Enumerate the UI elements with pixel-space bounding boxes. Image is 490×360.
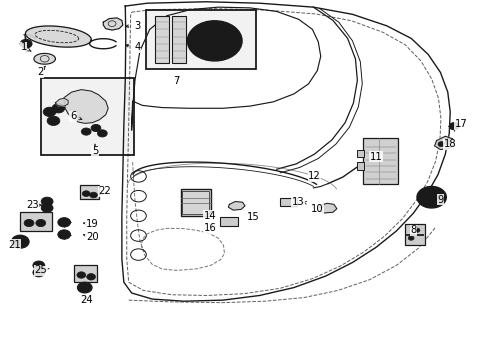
Text: 5: 5 [92, 146, 98, 156]
Circle shape [91, 125, 101, 132]
Polygon shape [64, 90, 108, 123]
Bar [155, 16, 169, 63]
Circle shape [11, 235, 29, 248]
Bar [220, 217, 238, 226]
Text: 17: 17 [455, 120, 467, 129]
Circle shape [427, 194, 437, 201]
Circle shape [20, 40, 32, 48]
Circle shape [77, 272, 86, 278]
Text: 7: 7 [173, 76, 180, 86]
Bar [405, 225, 425, 245]
Text: 21: 21 [8, 239, 21, 249]
Circle shape [52, 104, 65, 113]
Bar [357, 149, 364, 157]
Text: 12: 12 [308, 171, 321, 181]
Bar [80, 185, 99, 199]
Circle shape [58, 218, 71, 227]
Text: 22: 22 [98, 186, 111, 197]
Text: 8: 8 [411, 225, 416, 235]
Circle shape [87, 274, 96, 280]
Polygon shape [25, 26, 91, 47]
Bar [172, 16, 186, 63]
Circle shape [33, 261, 45, 270]
Text: 9: 9 [437, 195, 443, 205]
Text: 10: 10 [311, 204, 323, 215]
Circle shape [77, 282, 92, 293]
Polygon shape [103, 18, 123, 30]
Text: 6: 6 [70, 111, 76, 121]
Bar [280, 198, 297, 206]
Circle shape [449, 123, 459, 130]
Circle shape [187, 21, 242, 61]
Circle shape [41, 204, 53, 212]
Bar [41, 78, 134, 155]
Circle shape [47, 116, 60, 126]
Circle shape [81, 128, 91, 135]
Circle shape [98, 130, 107, 137]
Circle shape [24, 220, 34, 226]
Circle shape [422, 190, 441, 204]
Bar [357, 162, 364, 170]
Circle shape [90, 192, 98, 198]
Text: 13: 13 [292, 197, 304, 207]
Circle shape [58, 230, 71, 239]
Text: 1: 1 [21, 42, 27, 52]
Text: 16: 16 [203, 224, 216, 233]
Circle shape [417, 186, 446, 208]
Circle shape [82, 191, 90, 197]
Text: 19: 19 [86, 219, 98, 229]
Bar [182, 191, 209, 214]
Polygon shape [435, 136, 454, 149]
Circle shape [438, 141, 445, 147]
Polygon shape [318, 203, 337, 213]
Text: 11: 11 [369, 152, 382, 162]
Text: 3: 3 [134, 21, 141, 31]
Polygon shape [34, 53, 55, 64]
Polygon shape [228, 202, 245, 210]
Text: 18: 18 [444, 139, 457, 149]
Text: 14: 14 [203, 211, 216, 221]
Text: 15: 15 [247, 212, 260, 221]
Text: 20: 20 [86, 232, 98, 242]
Text: 4: 4 [134, 42, 141, 52]
Text: 24: 24 [80, 295, 93, 305]
Bar [180, 189, 211, 216]
Polygon shape [55, 98, 68, 106]
Bar [147, 10, 256, 69]
Circle shape [41, 197, 53, 206]
Bar [20, 212, 52, 231]
Circle shape [408, 236, 414, 240]
Circle shape [445, 140, 452, 145]
Text: 23: 23 [26, 200, 39, 210]
Circle shape [36, 220, 46, 226]
Text: 2: 2 [38, 67, 44, 77]
Circle shape [414, 228, 420, 232]
Bar [74, 265, 98, 282]
Bar [363, 138, 398, 184]
Text: 25: 25 [34, 265, 47, 275]
Circle shape [33, 268, 45, 277]
Circle shape [196, 27, 233, 54]
Circle shape [43, 107, 56, 117]
